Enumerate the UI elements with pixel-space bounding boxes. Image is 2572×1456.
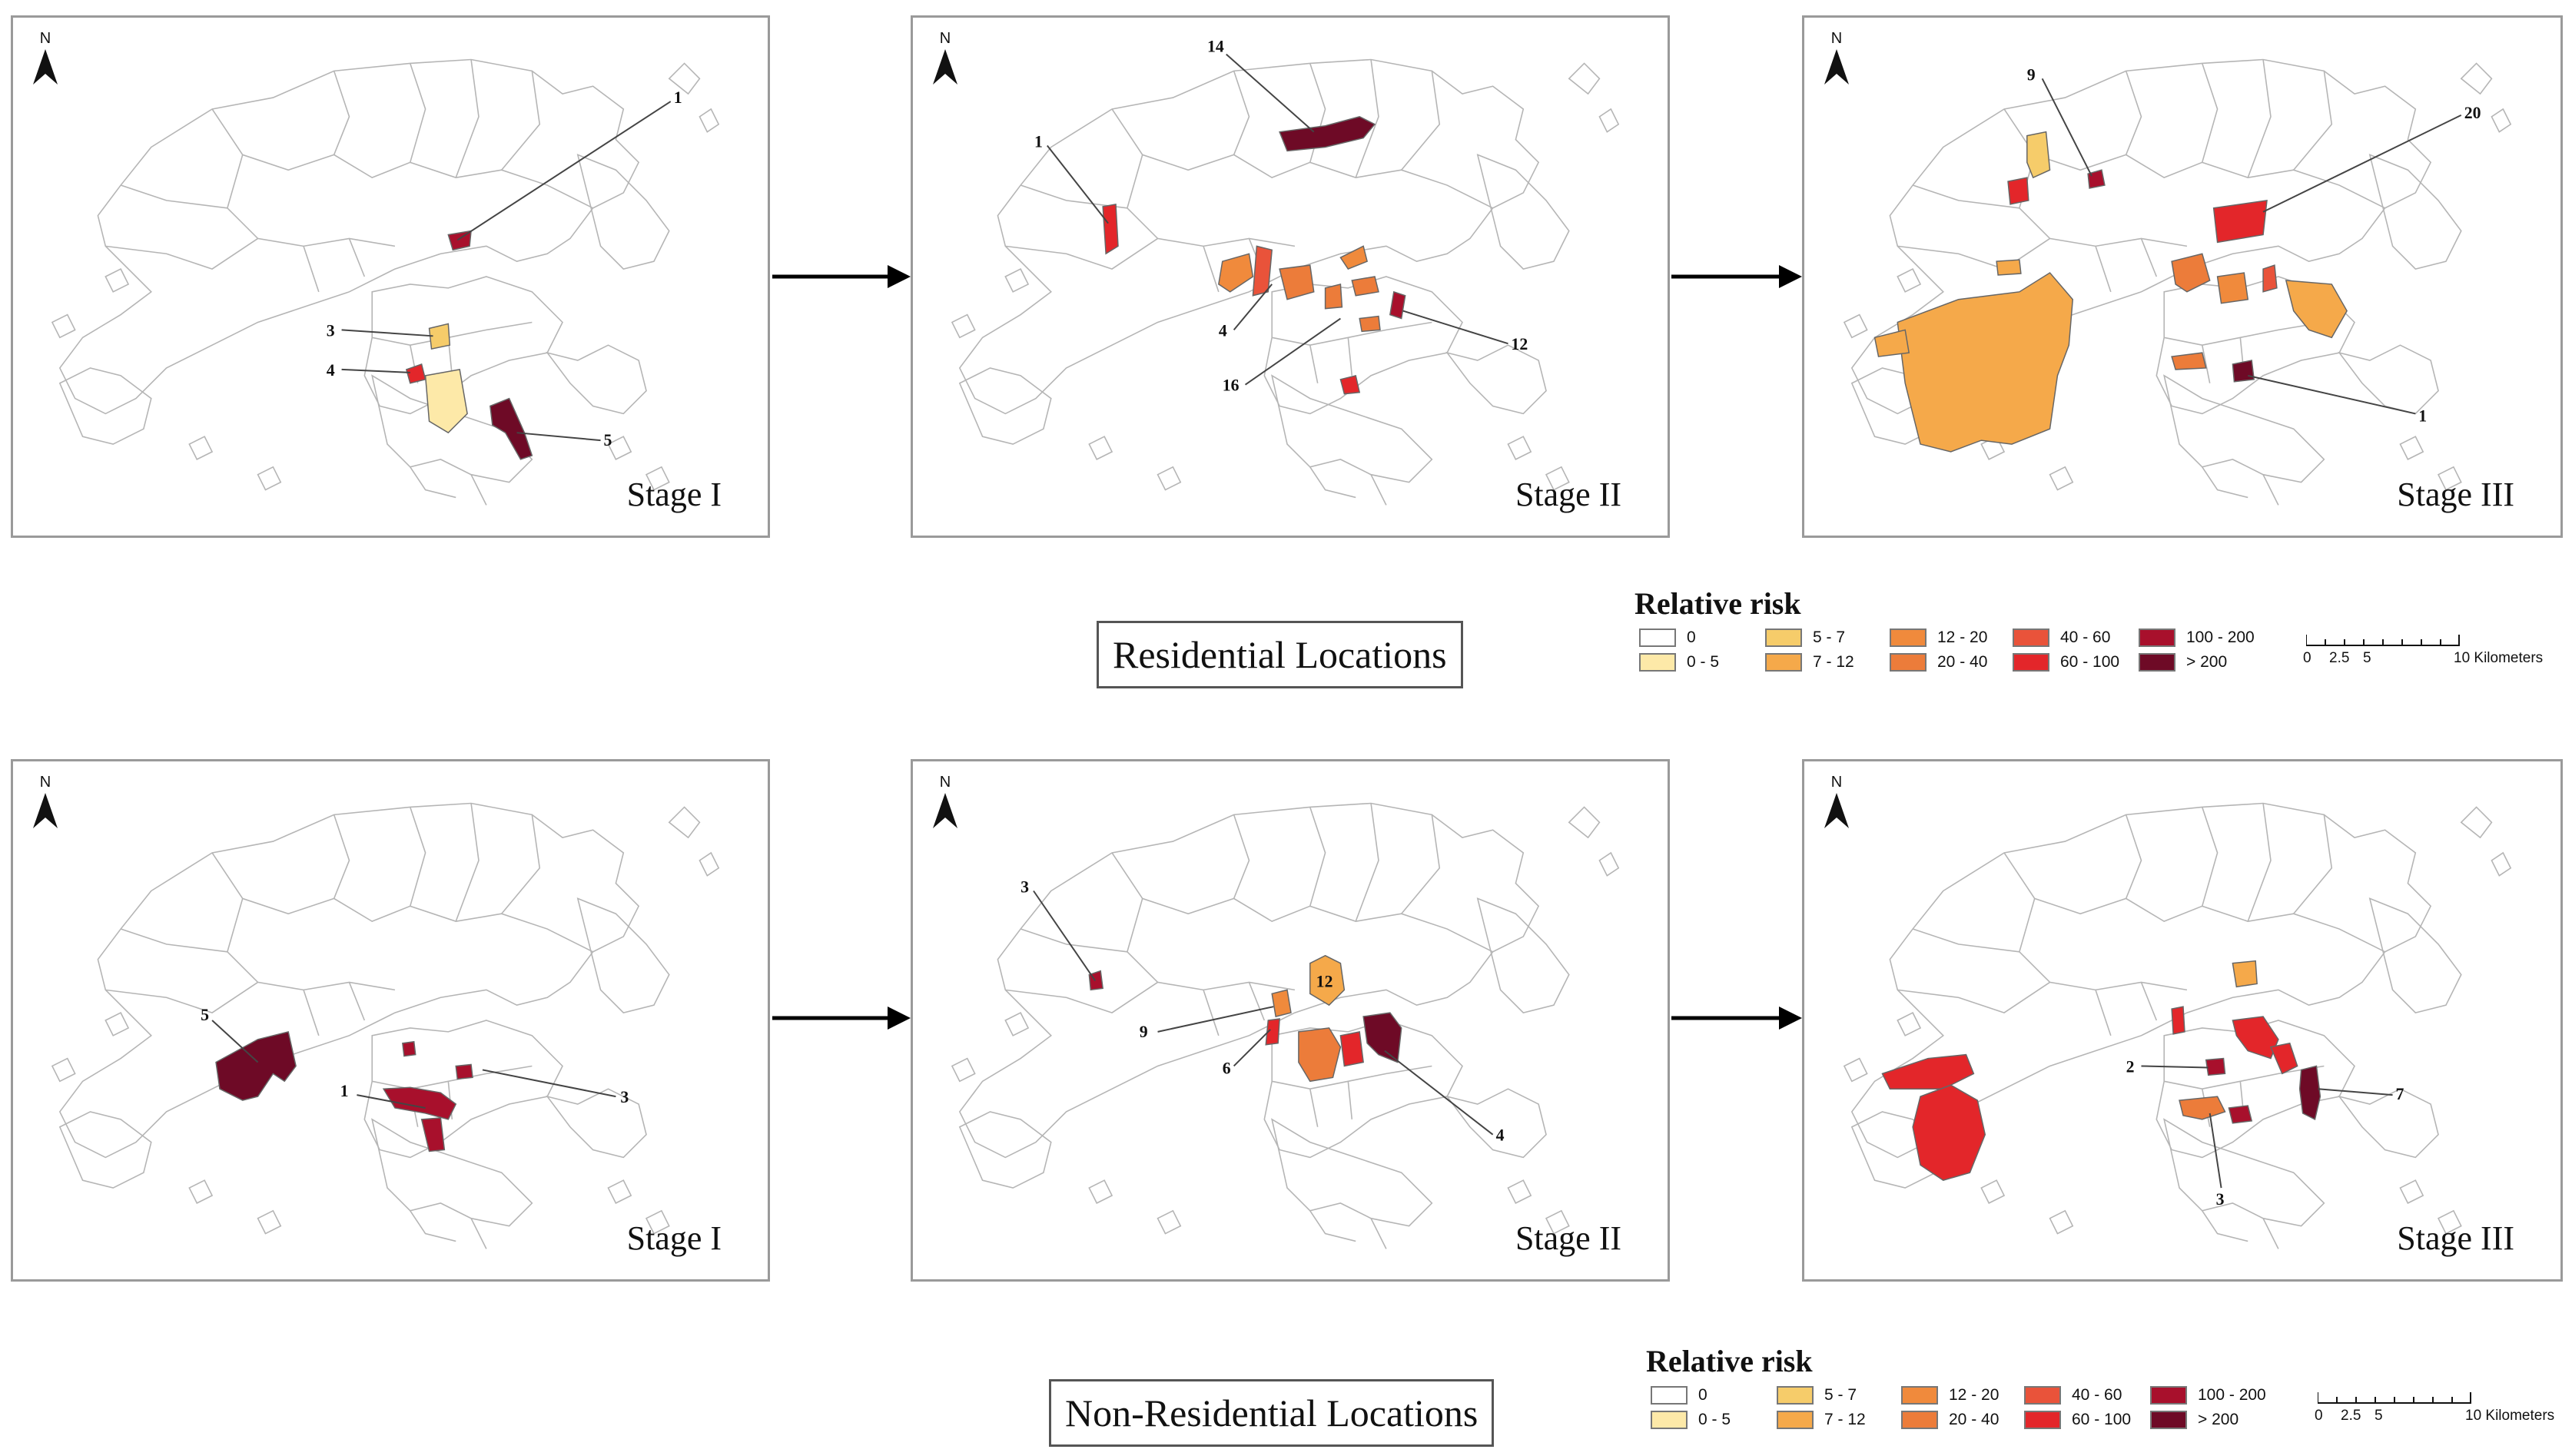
legend-item-4: 12 - 20: [1901, 1386, 1999, 1405]
legend-swatch: [2150, 1411, 2187, 1429]
legend-item-8: 100 - 200: [2139, 629, 2255, 647]
callout-3: 3: [327, 321, 335, 340]
north-arrow-icon: N: [1821, 774, 1852, 835]
stage-label: Stage III: [2397, 1219, 2514, 1257]
map-panel-nonres-stage-1: N 5 1 3 Stage I: [11, 759, 770, 1282]
legend-swatch: [1901, 1411, 1938, 1429]
legend-swatch: [1765, 653, 1802, 672]
legend-swatch: [1777, 1411, 1814, 1429]
map-panel-res-stage-2: N 14 1 4 16 12 Stage II: [911, 15, 1670, 538]
callout-3: 3: [2216, 1190, 2225, 1209]
callout-1: 1: [674, 88, 682, 107]
callout-5: 5: [201, 1006, 209, 1024]
base-map: 1 3 4 5: [51, 58, 719, 506]
right-arrow-icon: [1671, 265, 1802, 288]
legend-swatch: [1890, 653, 1927, 672]
legend-item-5: 20 - 40: [1890, 653, 1987, 672]
base-map: 5 1 3: [51, 802, 719, 1250]
callout-2: 2: [2126, 1057, 2135, 1076]
legend-swatch: [1765, 629, 1802, 647]
legend-item-6: 40 - 60: [2024, 1386, 2122, 1405]
callout-12: 12: [1316, 972, 1333, 990]
north-arrow-icon: N: [30, 774, 61, 835]
legend-swatch: [1639, 629, 1676, 647]
stage-label: Stage II: [1515, 476, 1621, 513]
north-arrow-icon: N: [1821, 30, 1852, 91]
legend-item-1: 0 - 5: [1639, 653, 1719, 672]
callout-4: 4: [1219, 321, 1227, 340]
right-arrow-icon: [1671, 1007, 1802, 1030]
legend-swatch: [2139, 653, 2175, 672]
stage-label: Stage I: [626, 1219, 722, 1257]
legend-item-5: 20 - 40: [1901, 1411, 1999, 1429]
stage-label: Stage II: [1515, 1219, 1621, 1257]
section-label-non-residential: Non-Residential Locations: [1049, 1379, 1495, 1447]
map-panel-nonres-stage-2: N 3 12 9 6 4 Stage II: [911, 759, 1670, 1282]
callout-16: 16: [1223, 376, 1240, 395]
right-arrow-icon: [772, 265, 911, 288]
callout-6: 6: [1223, 1059, 1231, 1077]
legend-swatch: [1890, 629, 1927, 647]
north-arrow-icon: N: [930, 30, 961, 91]
legend-item-9: > 200: [2139, 653, 2227, 672]
legend-item-2: 5 - 7: [1765, 629, 1845, 647]
north-arrow-icon: N: [30, 30, 61, 91]
legend-item-6: 40 - 60: [2013, 629, 2110, 647]
legend-swatch: [2139, 629, 2175, 647]
callout-9: 9: [2027, 65, 2036, 84]
legend-non-residential: Relative risk 0 0 - 5 5 - 7 7 - 12 12 - …: [1646, 1343, 2572, 1435]
legend-swatch: [1777, 1386, 1814, 1405]
legend-item-0: 0: [1651, 1386, 1707, 1405]
callout-1: 1: [1034, 133, 1043, 151]
legend-item-9: > 200: [2150, 1411, 2238, 1429]
callout-5: 5: [604, 431, 612, 449]
legend-swatch: [2013, 629, 2049, 647]
legend-swatch: [2013, 653, 2049, 672]
callout-14: 14: [1207, 38, 1224, 56]
scale-bar: 0 2.5 5 10 Kilometers: [2303, 635, 2544, 666]
legend-item-8: 100 - 200: [2150, 1386, 2266, 1405]
legend-item-3: 7 - 12: [1777, 1411, 1866, 1429]
legend-swatch: [2024, 1411, 2061, 1429]
scale-bar: 0 2.5 5 10 Kilometers: [2315, 1392, 2555, 1424]
legend-title: Relative risk: [1634, 586, 1801, 621]
legend-item-1: 0 - 5: [1651, 1411, 1731, 1429]
callout-12: 12: [1511, 335, 1528, 353]
legend-swatch: [1901, 1386, 1938, 1405]
callout-1: 1: [2418, 406, 2427, 425]
callout-4: 4: [1496, 1126, 1505, 1145]
base-map: 9 20 1: [1844, 58, 2511, 506]
legend-item-4: 12 - 20: [1890, 629, 1987, 647]
callout-3: 3: [1021, 877, 1029, 896]
callout-1: 1: [340, 1082, 349, 1100]
legend-item-7: 60 - 100: [2013, 653, 2119, 672]
right-arrow-icon: [772, 1007, 911, 1030]
map-panel-nonres-stage-3: N 2 7 3 Stage III: [1802, 759, 2563, 1282]
legend-swatch: [1651, 1386, 1688, 1405]
callout-3: 3: [620, 1088, 629, 1106]
callout-4: 4: [327, 361, 335, 380]
stage-label: Stage III: [2397, 476, 2514, 513]
base-map: 2 7 3: [1844, 802, 2511, 1250]
legend-title: Relative risk: [1646, 1344, 1813, 1378]
legend-item-7: 60 - 100: [2024, 1411, 2131, 1429]
legend-item-0: 0: [1639, 629, 1696, 647]
legend-swatch: [2024, 1386, 2061, 1405]
legend-item-2: 5 - 7: [1777, 1386, 1857, 1405]
callout-9: 9: [1140, 1023, 1148, 1041]
section-label-residential: Residential Locations: [1097, 621, 1463, 688]
legend-swatch: [2150, 1386, 2187, 1405]
north-arrow-icon: N: [930, 774, 961, 835]
legend-swatch: [1639, 653, 1676, 672]
legend-item-3: 7 - 12: [1765, 653, 1854, 672]
legend-residential: Relative risk 0 0 - 5 5 - 7 7 - 12 12 - …: [1634, 585, 2572, 678]
base-map: 14 1 4 16 12: [951, 38, 1619, 506]
map-panel-res-stage-3: N 9 20 1 Stage III: [1802, 15, 2563, 538]
callout-7: 7: [2396, 1085, 2404, 1103]
callout-20: 20: [2464, 104, 2481, 122]
map-panel-res-stage-1: N 1 3 4 5 Stage I: [11, 15, 770, 538]
legend-swatch: [1651, 1411, 1688, 1429]
base-map: 3 12 9 6 4: [951, 802, 1619, 1250]
stage-label: Stage I: [626, 476, 722, 513]
